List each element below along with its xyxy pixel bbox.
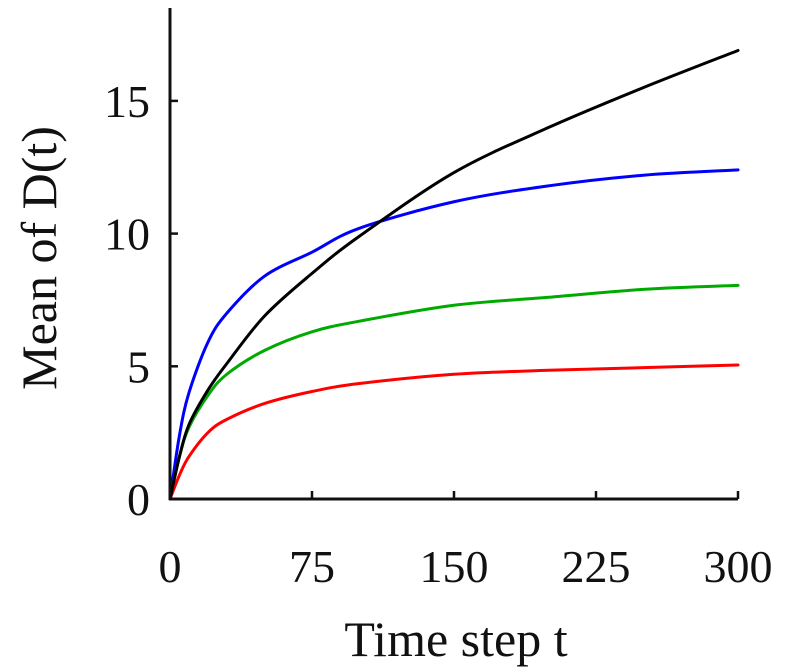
- series-line-blue: [168, 168, 740, 501]
- y-axis-title: Mean of D(t): [11, 126, 67, 390]
- series-line-black: [168, 48, 740, 501]
- series-line-red: [168, 363, 740, 501]
- x-tick-label: 225: [562, 541, 631, 592]
- x-axis-title: Time step t: [344, 611, 567, 667]
- x-tick-label: 0: [159, 541, 182, 592]
- y-tick-label: 0: [127, 474, 150, 525]
- x-ticks: 0 75 150 225 300: [159, 491, 773, 592]
- x-tick-label: 150: [420, 541, 489, 592]
- y-ticks: 0 5 10 15: [104, 76, 178, 525]
- y-tick-label: 10: [104, 209, 150, 260]
- y-tick-label: 5: [127, 341, 150, 392]
- series-layer: [168, 48, 740, 501]
- x-tick-label: 300: [704, 541, 773, 592]
- series-line-green: [168, 283, 740, 501]
- x-tick-label: 75: [289, 541, 335, 592]
- y-tick-label: 15: [104, 76, 150, 127]
